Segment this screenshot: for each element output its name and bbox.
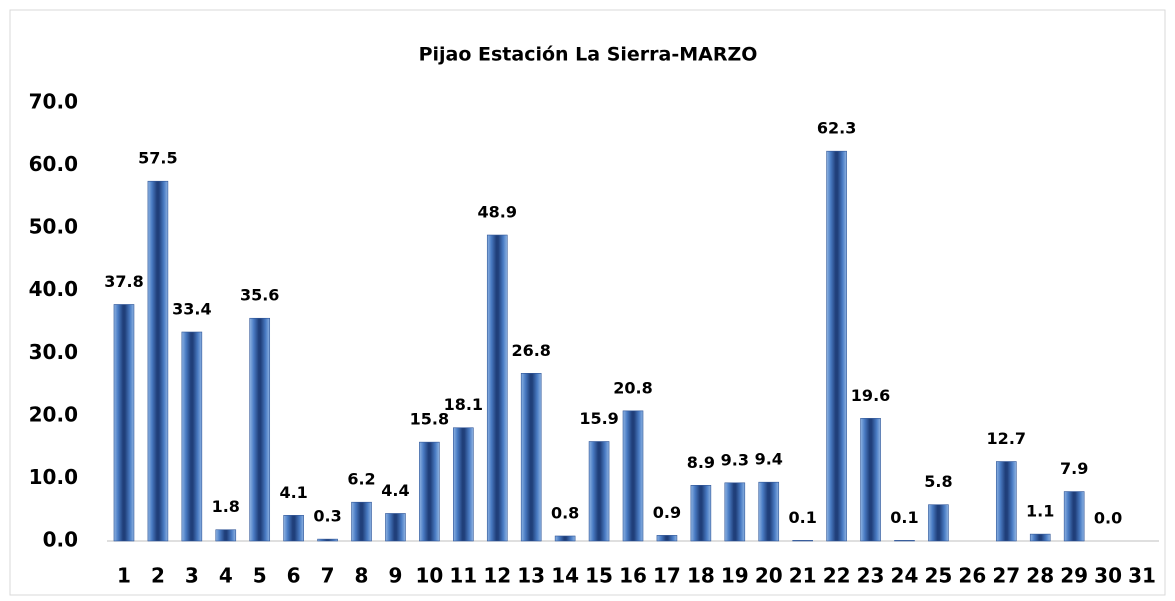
- x-tick-label: 13: [517, 564, 545, 588]
- bar: [656, 535, 678, 542]
- x-tick-label: 4: [219, 564, 233, 588]
- bar: [588, 441, 610, 542]
- x-tick-label: 15: [585, 564, 613, 588]
- data-label: 7.9: [1060, 459, 1088, 478]
- bar: [724, 482, 746, 542]
- x-tick-label: 6: [287, 564, 301, 588]
- bar: [758, 481, 780, 542]
- x-tick-label: 11: [449, 564, 477, 588]
- bar: [622, 410, 644, 542]
- x-tick-label: 29: [1060, 564, 1088, 588]
- y-tick-label: 20.0: [29, 402, 78, 426]
- x-tick-label: 20: [755, 564, 783, 588]
- data-label: 15.9: [579, 409, 618, 428]
- y-tick-label: 10.0: [29, 465, 78, 489]
- x-tick-label: 24: [891, 564, 919, 588]
- x-tick-label: 25: [924, 564, 952, 588]
- x-tick-label: 7: [321, 564, 335, 588]
- data-label: 9.3: [721, 450, 749, 469]
- bar: [690, 485, 712, 542]
- data-label: 1.1: [1026, 502, 1054, 521]
- bar: [215, 529, 237, 542]
- bar: [453, 427, 474, 542]
- x-tick-label: 5: [253, 564, 267, 588]
- x-tick-label: 1: [117, 564, 131, 588]
- data-label: 1.8: [212, 497, 240, 516]
- data-label: 37.8: [104, 272, 143, 291]
- x-tick-label: 17: [653, 564, 681, 588]
- bar: [826, 150, 847, 542]
- x-tick-label: 22: [823, 564, 851, 588]
- bar: [554, 535, 576, 542]
- data-label: 20.8: [613, 378, 652, 397]
- bar: [486, 234, 508, 542]
- x-tick-label: 14: [551, 564, 579, 588]
- data-label: 26.8: [511, 341, 550, 360]
- data-label: 18.1: [444, 395, 483, 414]
- data-label: 12.7: [987, 429, 1026, 448]
- data-label: 62.3: [817, 119, 856, 138]
- x-tick-label: 10: [415, 564, 443, 588]
- data-label: 9.4: [755, 450, 783, 469]
- chart-frame: [9, 9, 1166, 596]
- data-label: 0.9: [653, 503, 681, 522]
- y-tick-label: 50.0: [29, 215, 78, 239]
- data-label: 0.8: [551, 503, 579, 522]
- data-label: 19.6: [851, 386, 890, 405]
- x-tick-label: 27: [992, 564, 1020, 588]
- x-tick-label: 31: [1128, 564, 1156, 588]
- x-tick-label: 8: [355, 564, 369, 588]
- data-label: 0.3: [313, 507, 341, 526]
- x-tick-label: 3: [185, 564, 199, 588]
- bar: [1029, 533, 1051, 542]
- bar: [249, 317, 271, 542]
- x-tick-label: 9: [388, 564, 402, 588]
- bar: [520, 373, 542, 542]
- y-tick-label: 70.0: [29, 90, 78, 114]
- x-tick-label: 12: [483, 564, 511, 588]
- y-tick-label: 30.0: [29, 340, 78, 364]
- data-label: 4.4: [381, 481, 409, 500]
- bar: [1063, 491, 1085, 542]
- data-label: 5.8: [924, 472, 952, 491]
- bar: [385, 513, 406, 542]
- data-label: 4.1: [279, 483, 307, 502]
- x-tick-label: 18: [687, 564, 715, 588]
- data-label: 33.4: [172, 300, 211, 319]
- x-tick-label: 21: [789, 564, 817, 588]
- y-tick-label: 0.0: [43, 528, 78, 552]
- data-label: 0.1: [890, 508, 918, 527]
- bar: [113, 304, 135, 542]
- x-tick-label: 30: [1094, 564, 1122, 588]
- bar: [283, 515, 304, 542]
- bar: [860, 418, 881, 542]
- x-tick-label: 26: [958, 564, 986, 588]
- data-label: 0.1: [789, 508, 817, 527]
- data-label: 48.9: [478, 203, 517, 222]
- x-tick-label: 16: [619, 564, 647, 588]
- bar: [995, 461, 1017, 542]
- data-label: 0.0: [1094, 509, 1122, 528]
- bar: [928, 504, 949, 542]
- data-label: 57.5: [138, 149, 177, 168]
- bar: [894, 540, 915, 542]
- x-tick-label: 28: [1026, 564, 1054, 588]
- bar: [419, 441, 440, 542]
- data-label: 35.6: [240, 286, 279, 305]
- bar: [181, 331, 203, 542]
- x-tick-label: 19: [721, 564, 749, 588]
- x-tick-label: 2: [151, 564, 165, 588]
- bar: [351, 501, 372, 542]
- bar: [317, 538, 338, 542]
- data-label: 15.8: [410, 410, 449, 429]
- data-label: 6.2: [347, 470, 375, 489]
- y-tick-label: 60.0: [29, 152, 78, 176]
- chart-title: Pijao Estación La Sierra-MARZO: [419, 44, 758, 66]
- bar: [147, 180, 169, 542]
- x-tick-label: 23: [857, 564, 885, 588]
- data-label: 8.9: [687, 453, 715, 472]
- y-tick-label: 40.0: [29, 277, 78, 301]
- bar: [792, 540, 813, 542]
